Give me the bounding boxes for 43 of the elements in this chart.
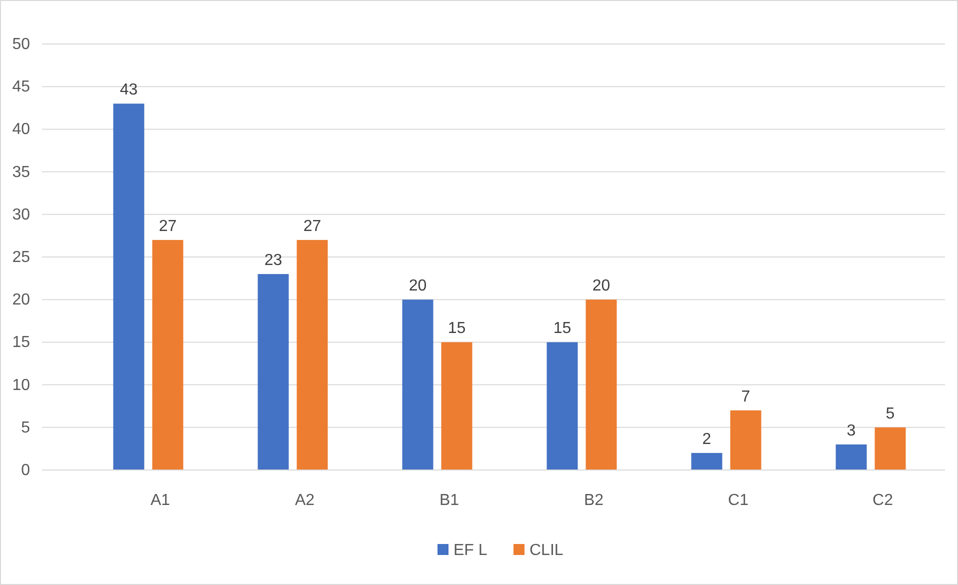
data-label: 23 [264,252,282,270]
data-label: 15 [448,320,466,338]
bar [730,410,762,470]
data-label: 27 [158,218,177,235]
legend-label: EF L [454,542,488,559]
x-tick-label: A1 [150,492,170,509]
data-label: 5 [886,405,895,422]
y-tick-label: 30 [12,206,30,224]
data-label: 27 [303,218,322,235]
x-tick-label: C2 [872,492,894,509]
y-tick-label: 25 [12,249,30,266]
data-label: 7 [741,388,750,406]
y-tick-label: 50 [12,36,30,53]
y-tick-label: 45 [12,78,30,96]
bar [152,240,184,470]
x-tick-label: A2 [294,492,315,509]
y-tick-label: 35 [12,164,30,181]
bar [258,274,289,470]
y-tick-label: 0 [21,462,30,479]
bar [113,104,144,470]
y-tick-label: 20 [12,292,30,309]
data-label: 20 [592,278,610,295]
data-label: 2 [702,430,712,448]
bar [836,444,867,470]
data-label: 43 [120,82,138,99]
legend-label: CLIL [530,542,564,559]
bar [402,300,434,470]
bar [691,452,722,470]
bar [441,342,472,470]
bar [586,300,617,470]
x-tick-label: B2 [584,492,604,509]
y-tick-label: 40 [12,121,30,138]
bar [296,240,328,470]
x-tick-label: C1 [728,492,749,509]
bar [546,342,578,470]
y-tick-label: 15 [12,334,30,352]
y-tick-label: 5 [21,419,30,436]
data-label: 15 [553,320,572,338]
x-tick-label: B1 [439,492,460,509]
data-label: 3 [846,422,856,440]
bar [874,427,906,470]
data-label: 20 [408,278,427,295]
y-tick-label: 10 [12,376,30,394]
